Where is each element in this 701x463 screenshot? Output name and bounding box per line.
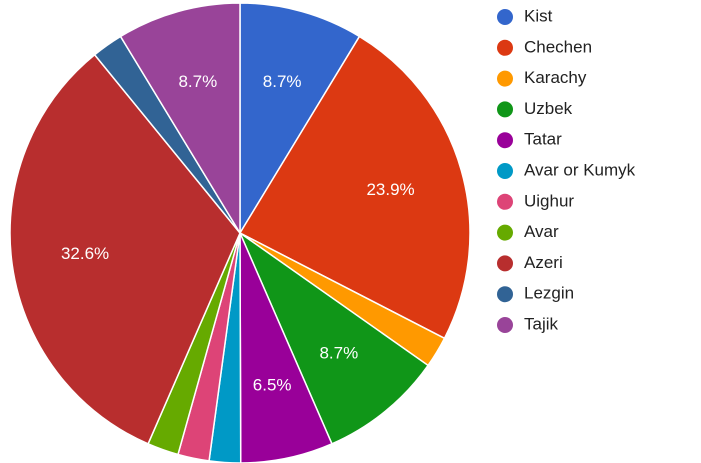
slice-label: 23.9% [366,180,414,199]
legend-swatch [497,70,513,87]
slice-label: 6.5% [253,376,292,395]
pie-slice [119,2,241,236]
pie-slice [238,35,471,340]
legend-swatch [497,132,513,149]
legend-swatch [497,163,513,179]
legend-swatch [497,317,513,333]
legend-label: Uighur [524,191,574,210]
legend-swatch [497,193,513,210]
legend-label: Uzbek [524,99,573,118]
legend-label: Avar or Kumyk [524,160,636,179]
legend-label: Azeri [524,253,563,272]
legend-swatch [497,286,513,303]
legend-swatch [497,101,513,118]
pie-slice [9,53,241,445]
legend-label: Avar [524,222,559,241]
legend-swatch [497,9,513,25]
slice-label: 32.6% [61,244,109,263]
legend-label: Tatar [524,130,562,149]
legend-label: Lezgin [524,284,574,303]
legend-label: Chechen [524,37,592,56]
slice-label: 8.7% [319,344,358,363]
legend-label: Kist [524,6,553,25]
legend-swatch [497,224,513,241]
legend-swatch [497,255,513,272]
legend-label: Karachy [524,68,587,87]
legend-swatch [497,39,513,56]
legend-label: Tajik [524,314,559,333]
slice-label: 8.7% [263,72,302,91]
pie-slice [238,230,430,445]
pie-slice [239,2,361,236]
slice-label: 8.7% [178,72,217,91]
